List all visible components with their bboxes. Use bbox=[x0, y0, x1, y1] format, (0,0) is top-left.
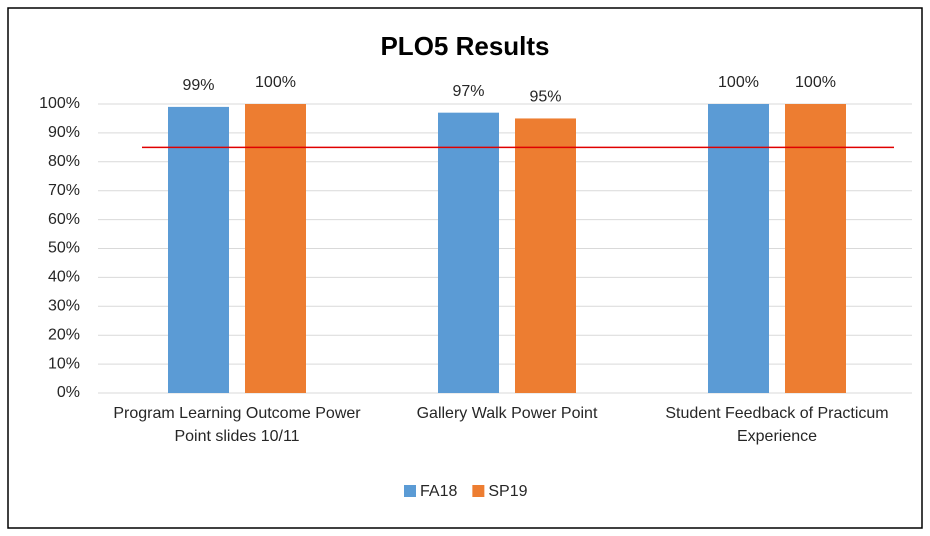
y-tick-label: 50% bbox=[48, 240, 80, 257]
value-label: 97% bbox=[452, 83, 484, 100]
y-tick-label: 10% bbox=[48, 355, 80, 372]
bar bbox=[168, 106, 229, 393]
y-tick-label: 0% bbox=[57, 384, 80, 401]
y-tick-label: 80% bbox=[48, 153, 80, 170]
legend-label: SP19 bbox=[488, 483, 527, 500]
value-label: 100% bbox=[255, 74, 296, 91]
bar bbox=[785, 104, 846, 393]
legend-swatch bbox=[404, 485, 416, 497]
chart-title: PLO5 Results bbox=[380, 31, 549, 61]
value-label: 100% bbox=[795, 74, 836, 91]
y-tick-label: 20% bbox=[48, 326, 80, 343]
y-tick-label: 90% bbox=[48, 124, 80, 141]
bar bbox=[245, 104, 306, 393]
y-tick-label: 30% bbox=[48, 298, 80, 315]
bar bbox=[708, 104, 769, 393]
bar bbox=[438, 112, 499, 394]
x-tick-label: Student Feedback of Practicum Experience bbox=[665, 405, 889, 445]
y-tick-label: 70% bbox=[48, 182, 80, 199]
value-label: 100% bbox=[718, 74, 759, 91]
legend-swatch bbox=[472, 485, 485, 497]
y-tick-label: 60% bbox=[48, 211, 80, 228]
legend-label: FA18 bbox=[420, 483, 457, 500]
value-label: 99% bbox=[182, 77, 214, 94]
x-tick-label: Program Learning Outcome Power Point sli… bbox=[113, 405, 361, 445]
y-tick-label: 100% bbox=[39, 95, 80, 112]
x-tick-label: Gallery Walk Power Point bbox=[416, 405, 598, 422]
bar bbox=[515, 118, 576, 393]
y-tick-label: 40% bbox=[48, 269, 80, 286]
value-label: 95% bbox=[529, 89, 561, 106]
